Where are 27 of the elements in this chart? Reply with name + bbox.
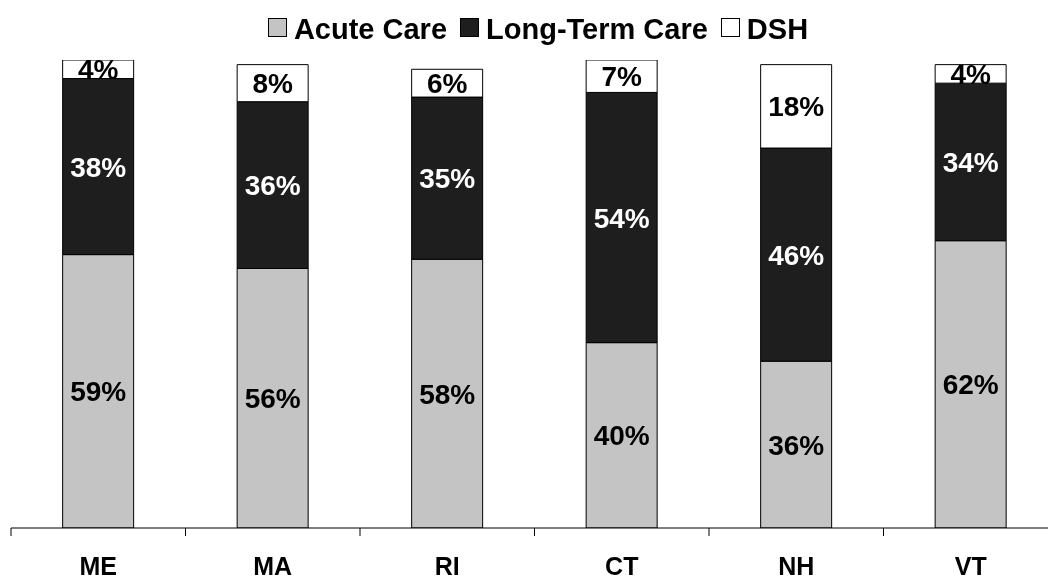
x-tick-label: VT bbox=[954, 552, 987, 578]
legend-label: Acute Care bbox=[293, 13, 448, 46]
data-label: 7% bbox=[601, 60, 642, 92]
x-tick-label: NH bbox=[778, 552, 815, 578]
data-label: 6% bbox=[426, 67, 468, 99]
data-label: 34% bbox=[942, 146, 999, 178]
data-label: 18% bbox=[768, 90, 825, 122]
data-label: 40% bbox=[593, 419, 650, 451]
data-label: 8% bbox=[252, 67, 293, 99]
data-label: 35% bbox=[419, 162, 476, 194]
data-label: 56% bbox=[244, 382, 301, 414]
x-tick-label: CT bbox=[605, 552, 639, 578]
x-tick-label: MA bbox=[253, 552, 293, 578]
data-label: 4% bbox=[77, 53, 119, 85]
data-label: 54% bbox=[593, 202, 650, 234]
data-label: 36% bbox=[768, 429, 825, 461]
data-label: 62% bbox=[942, 368, 999, 400]
data-label: 36% bbox=[244, 169, 301, 201]
data-label: 59% bbox=[70, 375, 127, 407]
legend-label: DSH bbox=[746, 13, 809, 46]
x-tick-label: RI bbox=[434, 552, 460, 578]
data-label: 4% bbox=[950, 58, 991, 90]
data-label: 46% bbox=[768, 239, 825, 271]
legend-label: Long-Term Care bbox=[486, 13, 708, 46]
x-tick-label: ME bbox=[79, 552, 117, 578]
data-label: 38% bbox=[70, 151, 127, 183]
data-label: 58% bbox=[419, 378, 476, 410]
